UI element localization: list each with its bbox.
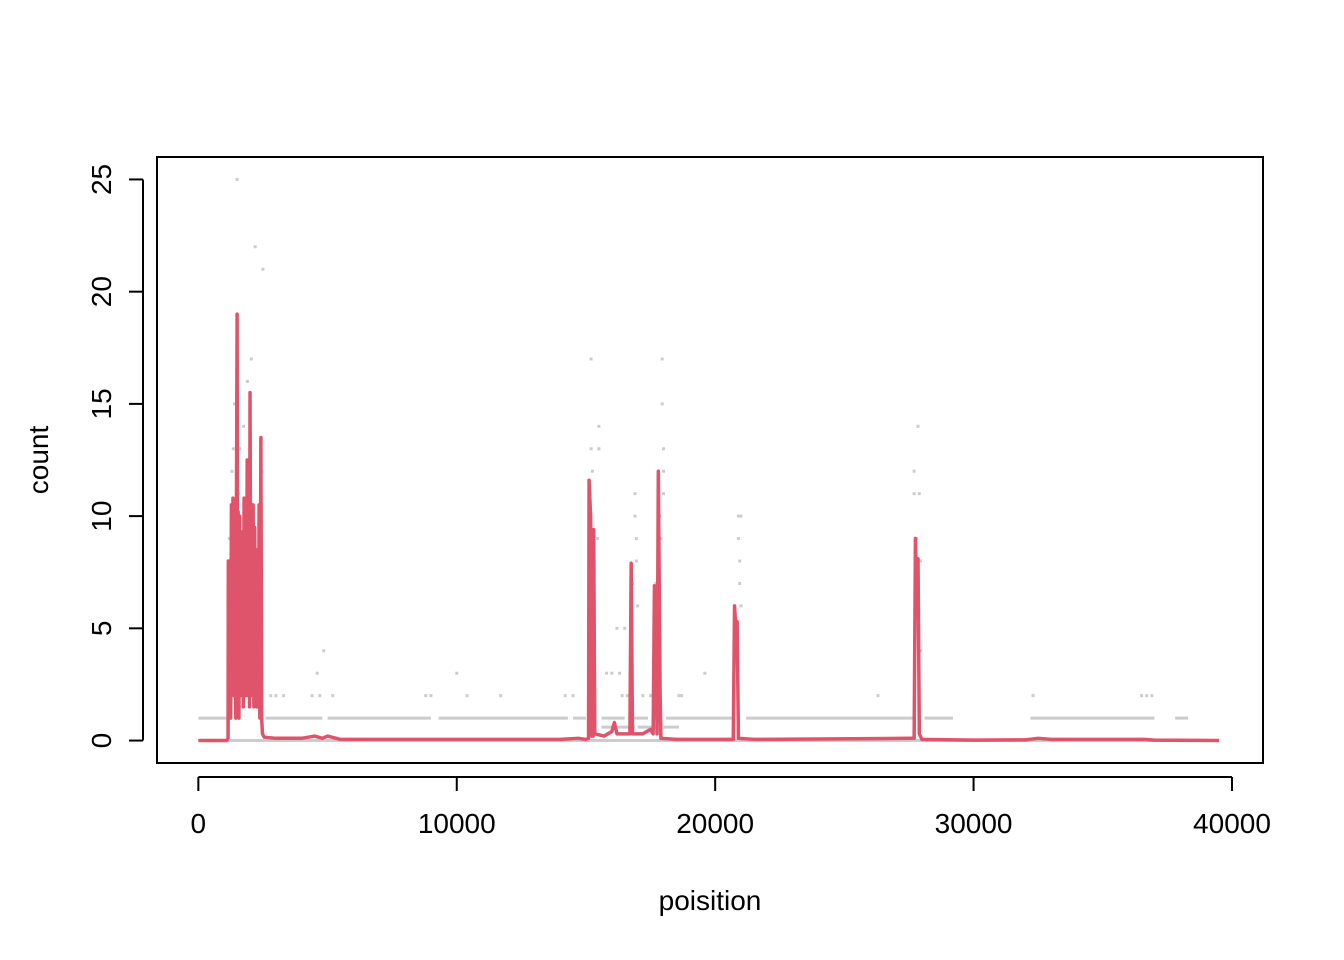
x-tick-label: 30000 <box>935 808 1013 839</box>
data-point <box>736 537 740 541</box>
data-point <box>649 694 653 698</box>
plot-frame <box>156 156 1264 764</box>
data-point <box>661 447 665 451</box>
data-point <box>315 671 319 675</box>
data-point <box>738 559 742 563</box>
y-tick-label: 5 <box>86 621 117 637</box>
x-tick-label: 10000 <box>418 808 496 839</box>
data-point <box>661 492 665 496</box>
data-point <box>919 559 923 563</box>
y-tick-label: 15 <box>86 388 117 419</box>
data-point <box>269 694 273 698</box>
data-point <box>738 581 742 585</box>
data-point <box>1140 694 1144 698</box>
data-point <box>625 694 629 698</box>
data-point <box>633 492 637 496</box>
data-point <box>636 604 640 608</box>
data-point <box>242 424 246 428</box>
data-point <box>249 357 253 361</box>
data-point <box>736 514 740 518</box>
x-axis-label: poisition <box>659 885 762 916</box>
data-point <box>322 649 326 653</box>
y-axis: 0 5 10 15 20 25 <box>86 164 144 749</box>
y-tick-label: 0 <box>86 733 117 749</box>
data-point <box>615 626 619 630</box>
data-point <box>739 514 743 518</box>
data-point <box>597 424 601 428</box>
y-axis-label: count <box>23 426 54 495</box>
data-point <box>1145 694 1149 698</box>
y-tick-label: 25 <box>86 164 117 195</box>
data-point <box>623 626 627 630</box>
data-point <box>1031 694 1035 698</box>
data-point <box>610 671 614 675</box>
x-tick-label: 40000 <box>1193 808 1271 839</box>
data-point <box>227 537 231 541</box>
x-tick-label: 0 <box>191 808 207 839</box>
data-point <box>912 492 916 496</box>
data-point <box>238 447 242 451</box>
data-point <box>429 694 433 698</box>
data-point <box>563 694 567 698</box>
data-point <box>633 514 637 518</box>
data-point <box>424 694 428 698</box>
data-point <box>618 671 622 675</box>
data-point <box>654 581 658 585</box>
data-point <box>660 402 664 406</box>
data-point <box>917 492 921 496</box>
data-point <box>230 469 234 473</box>
data-point <box>703 671 707 675</box>
data-point <box>876 694 880 698</box>
data-point <box>310 694 314 698</box>
data-point <box>677 694 681 698</box>
data-point <box>641 694 645 698</box>
data-point <box>589 447 593 451</box>
data-point <box>261 267 265 271</box>
data-point <box>499 694 503 698</box>
data-point <box>596 537 600 541</box>
data-point <box>245 379 249 383</box>
data-point <box>331 694 335 698</box>
data-point <box>455 671 459 675</box>
data-point <box>660 357 664 361</box>
data-point <box>680 694 684 698</box>
data-point <box>318 694 322 698</box>
data-point <box>465 694 469 698</box>
data-point <box>253 245 257 249</box>
data-point <box>1150 694 1154 698</box>
series-line <box>198 312 1220 743</box>
x-axis: 0 10000 20000 30000 40000 <box>191 776 1271 839</box>
data-point <box>571 694 575 698</box>
data-point <box>231 447 235 451</box>
data-point <box>590 469 594 473</box>
data-point <box>919 649 923 653</box>
data-point <box>597 447 601 451</box>
data-point <box>634 559 638 563</box>
data-point <box>605 671 609 675</box>
data-point <box>739 604 743 608</box>
data-point <box>659 537 663 541</box>
y-tick-label: 10 <box>86 501 117 532</box>
data-point <box>620 694 624 698</box>
y-tick-label: 20 <box>86 276 117 307</box>
data-point <box>589 357 593 361</box>
raw-count-points <box>198 177 1220 743</box>
data-point <box>235 177 239 181</box>
data-point <box>274 694 278 698</box>
data-point <box>634 537 638 541</box>
data-point <box>282 694 286 698</box>
x-tick-label: 20000 <box>676 808 754 839</box>
data-point <box>661 469 665 473</box>
data-point <box>233 402 237 406</box>
data-point <box>916 424 920 428</box>
smoothed-count-line <box>198 312 1220 743</box>
data-point <box>912 469 916 473</box>
